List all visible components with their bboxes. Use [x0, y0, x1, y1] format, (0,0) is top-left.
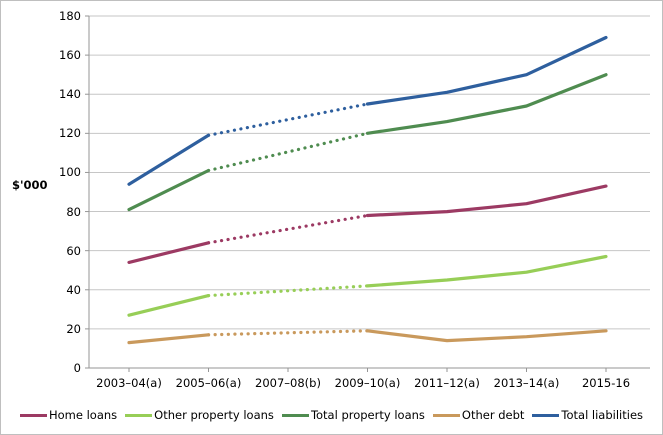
series-line-other-debt — [365, 329, 608, 343]
x-tick-label: 2011–12(a) — [414, 376, 480, 390]
legend-line-swatch — [125, 413, 153, 417]
series-line-other-debt — [127, 333, 211, 345]
series-line-home-loans — [127, 241, 211, 264]
legend-item: Home loans — [19, 408, 118, 422]
series-line-total-property-loans-dotted — [206, 131, 370, 173]
y-tick-label: 60 — [66, 243, 81, 258]
y-tick-label: 80 — [66, 204, 81, 219]
y-tick-label: 160 — [59, 48, 81, 63]
y-tick-label: 180 — [59, 9, 81, 23]
series-line-total-liabilities — [127, 133, 211, 186]
series-line-other-debt-dotted — [206, 329, 370, 337]
legend-label: Other debt — [461, 408, 525, 422]
series-line-home-loans — [365, 184, 608, 218]
legend-item: Other debt — [432, 408, 525, 422]
y-axis-title: $'000 — [12, 178, 48, 192]
legend-item: Total liabilities — [532, 408, 643, 422]
series-line-other-property-loans — [127, 294, 211, 317]
series-line-other-property-loans — [365, 254, 608, 288]
legend-item: Other property loans — [125, 408, 274, 422]
x-tick-label: 2005–06(a) — [175, 376, 242, 390]
series-line-total-liabilities — [365, 35, 608, 106]
legend-label: Total property loans — [310, 408, 425, 422]
legend-line-swatch — [432, 413, 460, 417]
legend-line-swatch — [281, 413, 309, 417]
legend-label: Total liabilities — [561, 408, 644, 422]
y-tick-label: 40 — [66, 282, 81, 297]
legend: Home loans Other property loans Total prop… — [1, 405, 662, 425]
x-tick-label: 2009–10(a) — [334, 376, 401, 390]
y-tick-label: 20 — [66, 321, 81, 336]
series-line-total-property-loans — [365, 73, 608, 135]
legend-line-swatch — [19, 413, 47, 417]
y-tick-label: 0 — [73, 361, 81, 375]
series-line-total-liabilities-dotted — [206, 102, 370, 137]
legend-label: Other property loans — [154, 408, 274, 422]
x-tick-label: 2007–08(b) — [255, 376, 321, 390]
series-line-other-property-loans-dotted — [206, 284, 370, 298]
x-tick-label: 2015-16 — [581, 376, 631, 390]
legend-item: Total property loans — [281, 408, 425, 422]
x-tick-label: 2003–04(a) — [96, 376, 162, 390]
y-tick-label: 100 — [59, 165, 81, 180]
y-tick-label: 120 — [59, 126, 81, 141]
x-tick-label: 2013–14(a) — [493, 376, 560, 390]
series-line-home-loans-dotted — [206, 213, 370, 245]
series-line-total-property-loans — [127, 168, 211, 212]
y-tick-label: 140 — [59, 87, 81, 102]
legend-line-swatch — [532, 413, 560, 417]
legend-label: Home loans — [48, 408, 118, 422]
